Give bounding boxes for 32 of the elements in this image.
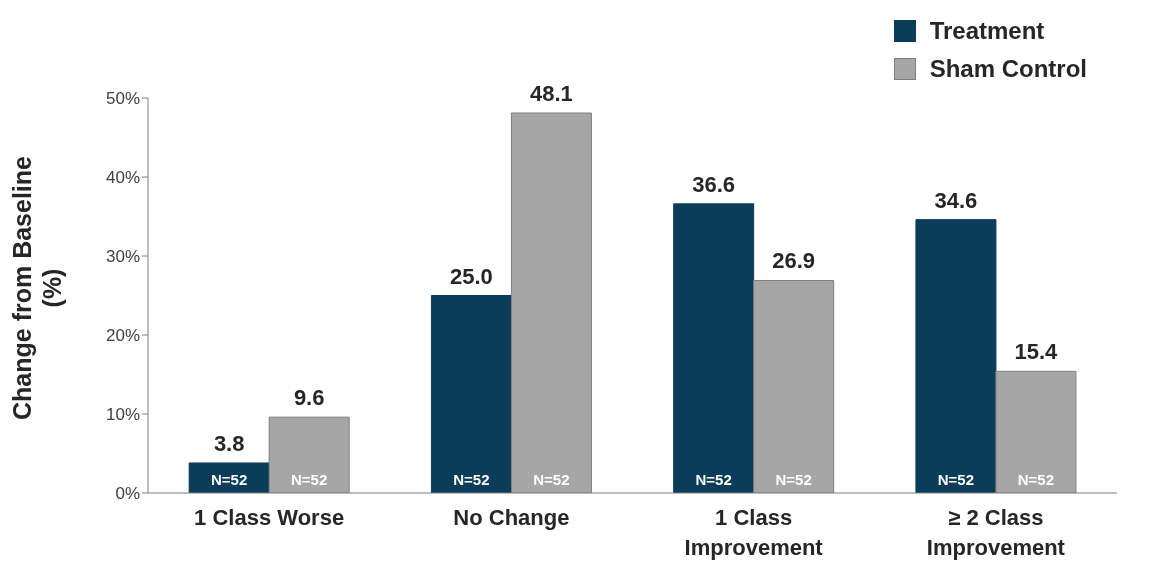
annotation: N=52 (1017, 471, 1055, 488)
y-tick-label: 50% (105, 89, 140, 109)
y-tick-label: 20% (105, 326, 140, 346)
bar (915, 219, 997, 493)
data-label: 25.0 (450, 263, 493, 289)
data-label: 26.9 (772, 248, 816, 274)
y-tick-label: 10% (105, 405, 140, 425)
x-tick-label: 1 Class Worse (194, 505, 345, 530)
data-label: 3.8 (213, 430, 245, 456)
y-tick-label: 30% (105, 247, 140, 267)
annotation: N=52 (695, 471, 732, 488)
annotation: N=52 (775, 471, 812, 488)
data-label: 36.6 (692, 171, 736, 197)
data-label: 48.1 (530, 81, 573, 107)
annotation: N=52 (937, 471, 975, 488)
x-tick-label: ≥ 2 Class Improvement (926, 505, 1066, 560)
y-tick-label: 0% (115, 484, 140, 504)
legend-label: Treatment (929, 17, 1045, 45)
legend-label: Sham Control (929, 55, 1087, 83)
data-label: 9.6 (293, 385, 325, 411)
data-label: 34.6 (934, 187, 978, 213)
y-tick-label: 40% (105, 168, 140, 188)
bar (430, 295, 512, 493)
annotation: N=52 (453, 471, 490, 488)
x-tick-label: No Change (453, 505, 570, 530)
y-axis-title: Change from Baseline (%) (8, 155, 66, 420)
annotation: N=52 (291, 471, 328, 488)
annotation: N=52 (533, 471, 570, 488)
bar (673, 203, 755, 493)
x-tick-label: 1 Class Improvement (684, 505, 824, 560)
annotation: N=52 (211, 471, 248, 488)
data-label: 15.4 (1014, 339, 1059, 365)
